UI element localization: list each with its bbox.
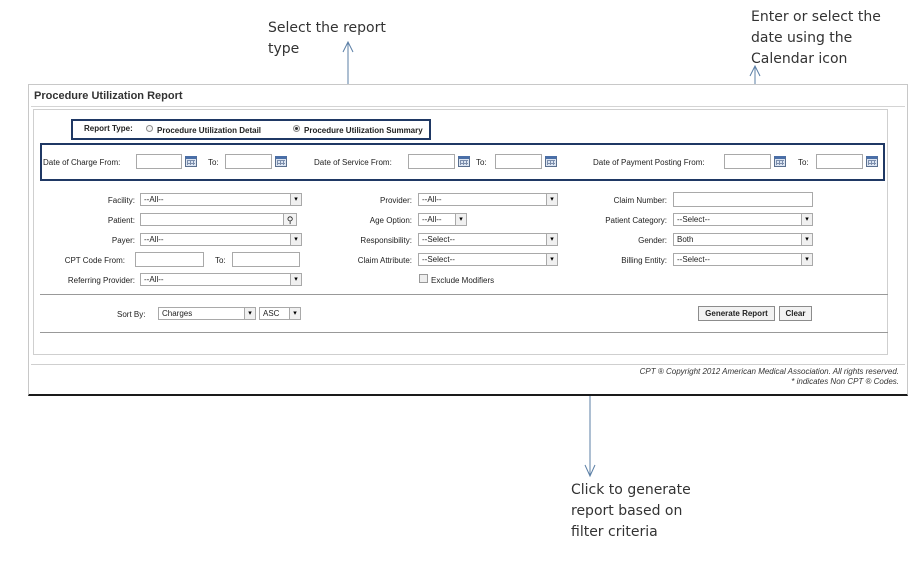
age-option-select[interactable]: --All-- ▾ bbox=[418, 213, 467, 226]
facility-select[interactable]: --All-- ▾ bbox=[140, 193, 302, 206]
payment-to-label: To: bbox=[798, 158, 809, 167]
patient-label: Patient: bbox=[107, 216, 135, 225]
chevron-down-icon: ▾ bbox=[244, 308, 255, 319]
referring-provider-select[interactable]: --All-- ▾ bbox=[140, 273, 302, 286]
calendar-icon[interactable] bbox=[185, 156, 197, 167]
referring-provider-label: Referring Provider: bbox=[67, 276, 135, 285]
claim-number-input[interactable] bbox=[673, 192, 813, 207]
clear-button[interactable]: Clear bbox=[779, 306, 812, 321]
radio-detail-label[interactable]: Procedure Utilization Detail bbox=[157, 126, 262, 135]
charge-to-input[interactable] bbox=[225, 154, 272, 169]
callout-date: Enter or select the date using the Calen… bbox=[751, 9, 881, 67]
chevron-down-icon: ▾ bbox=[801, 214, 812, 225]
claim-attribute-select[interactable]: --Select-- ▾ bbox=[418, 253, 558, 266]
billing-entity-label: Billing Entity: bbox=[621, 256, 667, 265]
sort-by-label: Sort By: bbox=[117, 310, 146, 319]
chevron-down-icon: ▾ bbox=[801, 254, 812, 265]
title-divider bbox=[31, 106, 905, 107]
payer-value: --All-- bbox=[144, 235, 164, 244]
charge-from-label: Date of Charge From: bbox=[43, 158, 121, 167]
provider-select[interactable]: --All-- ▾ bbox=[418, 193, 558, 206]
footer-divider bbox=[31, 364, 905, 365]
report-type-label: Report Type: bbox=[84, 124, 133, 133]
billing-entity-select[interactable]: --Select-- ▾ bbox=[673, 253, 813, 266]
billing-entity-value: --Select-- bbox=[677, 255, 710, 264]
exclude-modifiers-label[interactable]: Exclude Modifiers bbox=[431, 276, 495, 285]
chevron-down-icon: ▾ bbox=[546, 194, 557, 205]
gender-value: Both bbox=[677, 235, 694, 244]
facility-value: --All-- bbox=[144, 195, 164, 204]
age-option-value: --All-- bbox=[422, 215, 442, 224]
service-to-input[interactable] bbox=[495, 154, 542, 169]
chevron-down-icon: ▾ bbox=[290, 194, 301, 205]
payer-select[interactable]: --All-- ▾ bbox=[140, 233, 302, 246]
chevron-down-icon: ▾ bbox=[546, 254, 557, 265]
chevron-down-icon: ▾ bbox=[801, 234, 812, 245]
cpt-code-to-label: To: bbox=[215, 256, 226, 265]
sort-field-value: Charges bbox=[162, 309, 193, 318]
payment-from-input[interactable] bbox=[724, 154, 771, 169]
payer-label: Payer: bbox=[111, 236, 135, 245]
copyright-line-2: * indicates Non CPT ® Codes. bbox=[791, 377, 899, 386]
gender-label: Gender: bbox=[638, 236, 667, 245]
gender-select[interactable]: Both ▾ bbox=[673, 233, 813, 246]
calendar-icon[interactable] bbox=[545, 156, 557, 167]
provider-value: --All-- bbox=[422, 195, 442, 204]
cpt-code-from-input[interactable] bbox=[135, 252, 204, 267]
responsibility-value: --Select-- bbox=[422, 235, 455, 244]
calendar-icon[interactable] bbox=[458, 156, 470, 167]
service-to-label: To: bbox=[476, 158, 487, 167]
cpt-code-to-input[interactable] bbox=[232, 252, 300, 267]
chevron-down-icon: ▾ bbox=[290, 274, 301, 285]
copyright-notice: CPT ® Copyright 2012 American Medical As… bbox=[640, 367, 899, 387]
radio-detail[interactable] bbox=[146, 125, 153, 132]
exclude-modifiers-checkbox[interactable] bbox=[419, 274, 428, 283]
provider-label: Provider: bbox=[379, 196, 412, 205]
chevron-down-icon: ▾ bbox=[546, 234, 557, 245]
patient-category-value: --Select-- bbox=[677, 215, 710, 224]
filter-form: Report Type: Procedure Utilization Detai… bbox=[33, 109, 888, 355]
claim-attribute-value: --Select-- bbox=[422, 255, 455, 264]
page-title: Procedure Utilization Report bbox=[34, 90, 183, 102]
chevron-down-icon: ▾ bbox=[455, 214, 466, 225]
calendar-icon[interactable] bbox=[774, 156, 786, 167]
facility-label: Facility: bbox=[107, 196, 135, 205]
sort-order-select[interactable]: ASC ▾ bbox=[259, 307, 301, 320]
service-from-label: Date of Service From: bbox=[314, 158, 392, 167]
patient-category-select[interactable]: --Select-- ▾ bbox=[673, 213, 813, 226]
callout-generate: Click to generate report based on filter… bbox=[571, 482, 691, 540]
radio-summary[interactable] bbox=[293, 125, 300, 132]
responsibility-select[interactable]: --Select-- ▾ bbox=[418, 233, 558, 246]
sort-order-value: ASC bbox=[263, 309, 280, 318]
claim-number-label: Claim Number: bbox=[613, 196, 667, 205]
charge-to-label: To: bbox=[208, 158, 219, 167]
magnifier-icon[interactable]: ⚲ bbox=[283, 214, 296, 225]
claim-attribute-label: Claim Attribute: bbox=[357, 256, 412, 265]
form-divider-top bbox=[40, 294, 888, 295]
form-divider-bottom bbox=[40, 332, 888, 333]
service-from-input[interactable] bbox=[408, 154, 455, 169]
sort-field-select[interactable]: Charges ▾ bbox=[158, 307, 256, 320]
arrow-generate-head bbox=[584, 464, 596, 478]
referring-provider-value: --All-- bbox=[144, 275, 164, 284]
radio-summary-label[interactable]: Procedure Utilization Summary bbox=[304, 126, 423, 135]
report-panel: Procedure Utilization Report Report Type… bbox=[28, 84, 908, 396]
payment-from-label: Date of Payment Posting From: bbox=[593, 158, 705, 167]
date-range-box: Date of Charge From: To: Date of Service… bbox=[40, 143, 885, 181]
payment-to-input[interactable] bbox=[816, 154, 863, 169]
calendar-icon[interactable] bbox=[275, 156, 287, 167]
responsibility-label: Responsibility: bbox=[360, 236, 412, 245]
chevron-down-icon: ▾ bbox=[289, 308, 300, 319]
patient-category-label: Patient Category: bbox=[605, 216, 667, 225]
copyright-line-1: CPT ® Copyright 2012 American Medical As… bbox=[639, 367, 899, 376]
age-option-label: Age Option: bbox=[369, 216, 412, 225]
charge-from-input[interactable] bbox=[136, 154, 182, 169]
report-type-box: Report Type: Procedure Utilization Detai… bbox=[71, 119, 431, 140]
calendar-icon[interactable] bbox=[866, 156, 878, 167]
chevron-down-icon: ▾ bbox=[290, 234, 301, 245]
callout-report-type: Select the report type bbox=[268, 20, 386, 57]
patient-input[interactable]: ⚲ bbox=[140, 213, 297, 226]
generate-report-button[interactable]: Generate Report bbox=[698, 306, 775, 321]
cpt-code-from-label: CPT Code From: bbox=[64, 256, 125, 265]
